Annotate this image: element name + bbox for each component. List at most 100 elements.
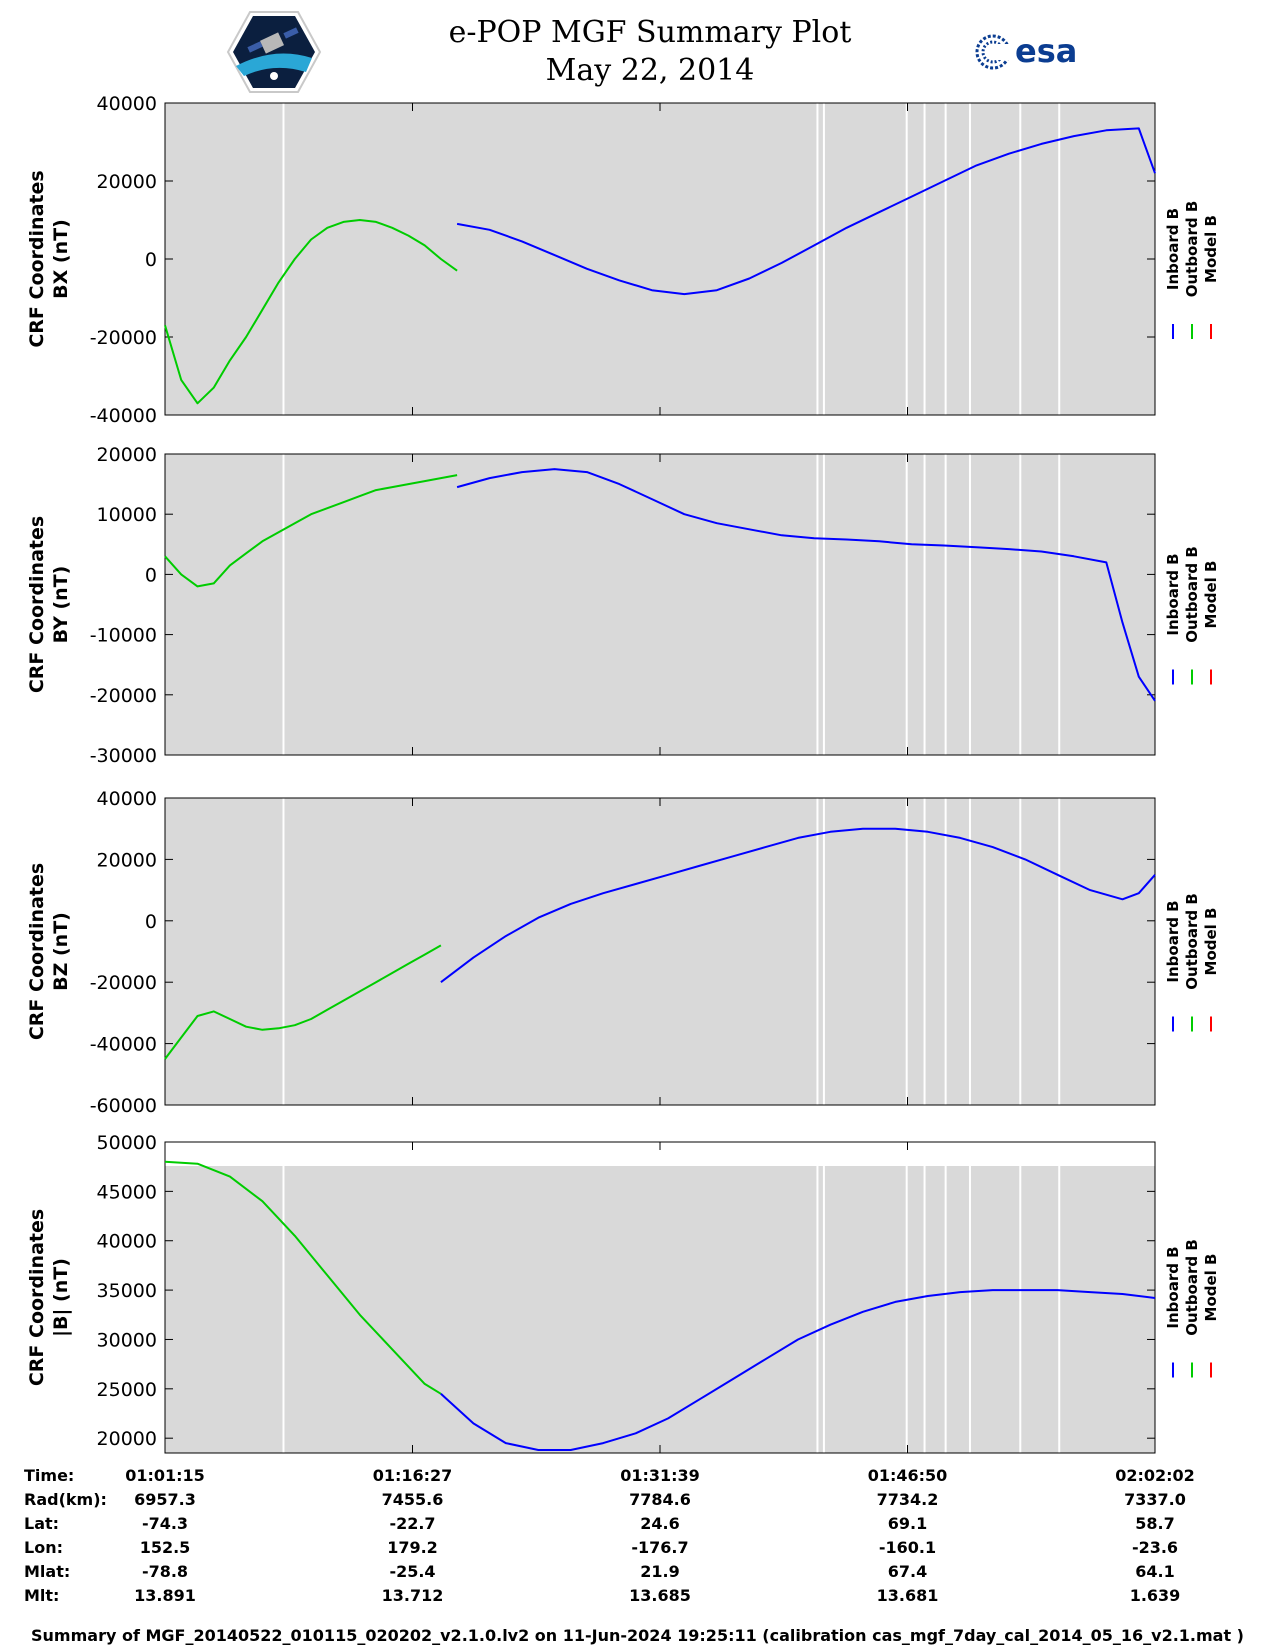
legend-label: Inboard B (1164, 208, 1182, 290)
info-cell: 13.685 (629, 1586, 691, 1605)
series-line-outboard-b (164, 219, 458, 405)
legend-label: Model B (1202, 215, 1220, 283)
info-cell: -23.6 (1131, 1538, 1179, 1557)
info-cell: 13.681 (876, 1586, 939, 1605)
info-row-label: Mlat: (24, 1562, 71, 1581)
y-tick-label: 20000 (97, 171, 157, 193)
y-tick-label: 40000 (97, 93, 157, 115)
info-cell: 21.9 (640, 1562, 680, 1581)
y-tick-label: -10000 (90, 625, 157, 647)
esa-logo: esa (975, 32, 1095, 72)
panel-bmag: 50000 45000 40000 35000 30000 25000 20000 CRF C… (26, 1132, 1220, 1454)
info-cell: -176.7 (631, 1538, 689, 1557)
legend-bx: Inboard B Outboard B Model B (1164, 201, 1220, 339)
title-line-1: e-POP MGF Summary Plot (448, 15, 852, 50)
series-line-outboard-b (164, 944, 442, 1060)
plot-title: e-POP MGF Summary Plot May 22, 2014 (380, 14, 920, 90)
panel-bz: 40000 20000 0 -20000 -40000 -60000 CRF Coordin… (26, 788, 1220, 1117)
panel-bx: 40000 20000 0 -20000 -40000 CRF Coordinates BX… (26, 93, 1220, 427)
x-tick-label: 01:01:15 (125, 1466, 205, 1485)
legend-label: Model B (1202, 1254, 1220, 1322)
info-cell: 7455.6 (381, 1490, 444, 1509)
legend-label: Inboard B (1164, 900, 1182, 982)
legend-label: Inboard B (1164, 1246, 1182, 1328)
legend-by: Inboard B Outboard B Model B (1164, 546, 1220, 685)
info-cell: 6957.3 (134, 1490, 196, 1509)
info-cell: -25.4 (389, 1562, 436, 1581)
series-line-inboard-b (456, 468, 1156, 702)
y-tick-label: 25000 (97, 1379, 157, 1401)
legend-label: Outboard B (1183, 893, 1201, 990)
y-tick-label: 0 (145, 249, 157, 271)
series-line-outboard-b (164, 1160, 442, 1395)
panel-by: 20000 10000 0 -10000 -20000 -30000 CRF Coordin… (26, 444, 1220, 767)
y-tick-label: 35000 (97, 1280, 157, 1302)
y-tick-label: -40000 (90, 1034, 157, 1056)
y-tick-label: 45000 (97, 1181, 157, 1203)
y-tick-label: 10000 (97, 504, 157, 526)
info-cell: 152.5 (139, 1538, 191, 1557)
esa-logo-text: esa (1015, 32, 1078, 70)
orbit-info-table: Time: Rad(km): Lat: Lon: Mlat: Mlt: 01:01:15 69… (0, 1466, 1275, 1616)
info-row-label: Time: (24, 1466, 75, 1485)
info-cell: 7784.6 (629, 1490, 691, 1509)
y-axis-label: BX (nT) (50, 219, 72, 299)
y-axis-label: CRF Coordinates (26, 516, 48, 693)
plot-area-by (165, 454, 1155, 755)
series-line-inboard-b (440, 827, 1156, 983)
info-row-label: Rad(km): (24, 1490, 107, 1509)
info-cell: 24.6 (640, 1514, 680, 1533)
series-line-outboard-b (164, 474, 458, 588)
info-row-label: Lon: (24, 1538, 63, 1557)
info-cell: -78.8 (141, 1562, 189, 1581)
info-cell: -160.1 (878, 1538, 937, 1557)
y-tick-label: 50000 (97, 1132, 157, 1154)
x-tick-label: 01:31:39 (620, 1466, 700, 1485)
y-tick-label: -20000 (90, 972, 157, 994)
plot-area-bx (165, 103, 1155, 415)
plot-area-bmag (165, 1166, 1155, 1453)
plot-area-bz (165, 798, 1155, 1105)
info-cell: -74.3 (141, 1514, 189, 1533)
y-tick-label: 30000 (97, 1329, 157, 1351)
x-tick-label: 01:16:27 (372, 1466, 453, 1485)
y-tick-label: -20000 (90, 327, 157, 349)
y-axis-label: BY (nT) (50, 566, 72, 644)
info-cell: 69.1 (887, 1514, 928, 1533)
info-cell: 7337.0 (1124, 1490, 1186, 1509)
legend-label: Model B (1202, 561, 1220, 629)
y-tick-label: 40000 (97, 1231, 157, 1253)
y-tick-label: 0 (145, 564, 157, 586)
info-cell: 58.7 (1135, 1514, 1175, 1533)
info-row-label: Lat: (24, 1514, 60, 1533)
series-line-inboard-b (440, 1289, 1156, 1451)
y-tick-label: -30000 (90, 745, 157, 767)
legend-label: Outboard B (1183, 1239, 1201, 1336)
y-tick-label: 40000 (97, 788, 157, 810)
title-line-2: May 22, 2014 (545, 53, 755, 88)
y-axis-label: CRF Coordinates (26, 1209, 48, 1386)
legend-label: Outboard B (1183, 201, 1201, 298)
legend-bz: Inboard B Outboard B Model B (1164, 893, 1220, 1032)
legend-label: Model B (1202, 908, 1220, 976)
info-row-label: Mlt: (24, 1586, 60, 1605)
footer-caption: Summary of MGF_20140522_010115_020202_v2… (31, 1626, 1244, 1645)
y-tick-label: 20000 (97, 444, 157, 466)
legend-bmag: Inboard B Outboard B Model B (1164, 1239, 1220, 1378)
y-tick-label: 20000 (97, 1428, 157, 1450)
x-tick-label: 02:02:02 (1115, 1466, 1195, 1485)
y-axis-label: CRF Coordinates (26, 863, 48, 1040)
legend-label: Inboard B (1164, 553, 1182, 635)
y-axis-label: BZ (nT) (50, 912, 72, 991)
info-cell: 64.1 (1135, 1562, 1175, 1581)
info-cell: 7734.2 (876, 1490, 939, 1509)
legend-label: Outboard B (1183, 546, 1201, 643)
y-tick-label: -40000 (90, 405, 157, 427)
mission-logo (226, 10, 322, 94)
info-cell: 13.891 (134, 1586, 196, 1605)
info-cell: 13.712 (381, 1586, 444, 1605)
y-axis-label: CRF Coordinates (26, 170, 48, 347)
info-cell: 1.639 (1129, 1586, 1181, 1605)
info-cell: 179.2 (387, 1538, 438, 1557)
